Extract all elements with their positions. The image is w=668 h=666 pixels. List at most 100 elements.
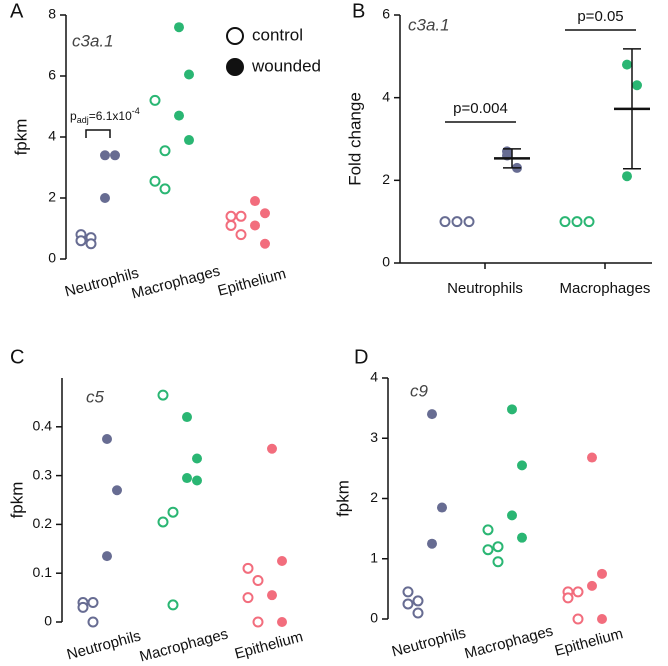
legend-label: wounded <box>251 56 321 75</box>
open-dot <box>482 544 494 556</box>
panel-label: A <box>10 0 24 22</box>
filled-dot <box>100 193 110 203</box>
open-dot <box>572 586 584 598</box>
open-dot <box>439 216 451 228</box>
bracket <box>85 129 111 138</box>
open-dot <box>85 238 97 250</box>
y-tick-label: 2 <box>370 489 378 505</box>
panel-label: D <box>354 346 368 368</box>
y-tick-label: 0 <box>382 254 390 270</box>
y-tick-label: 0.1 <box>33 564 53 580</box>
filled-dot <box>260 238 270 249</box>
open-dot <box>412 607 424 619</box>
filled-dot <box>437 502 447 513</box>
x-tick-label: Macrophages <box>138 626 230 666</box>
open-dot <box>402 598 414 610</box>
y-tick-label: 4 <box>48 128 56 144</box>
y-tick-label: 2 <box>382 171 390 187</box>
filled-dot <box>174 110 184 121</box>
filled-dot <box>267 590 277 601</box>
y-axis-label: fpkm <box>7 482 26 519</box>
filled-dot <box>267 443 277 454</box>
open-dot <box>242 562 254 574</box>
filled-dot <box>507 404 517 415</box>
open-dot <box>235 229 247 241</box>
y-tick-label: 0.3 <box>33 466 53 482</box>
x-tick-label: Neutrophils <box>390 624 468 660</box>
filled-dot <box>622 59 632 70</box>
filled-dot <box>250 220 260 231</box>
filled-dot <box>184 135 194 146</box>
y-tick-label: 0 <box>48 250 56 266</box>
panel-label: B <box>352 0 365 22</box>
y-tick-label: 8 <box>48 6 56 22</box>
y-tick-label: 4 <box>382 88 390 104</box>
open-dot <box>583 216 595 228</box>
open-dot <box>571 216 583 228</box>
filled-dot <box>517 460 527 471</box>
open-dot <box>492 556 504 568</box>
filled-dot <box>622 171 632 182</box>
y-tick-label: 2 <box>48 189 56 205</box>
y-axis-label: Fold change <box>345 92 364 186</box>
legend-marker <box>226 27 244 45</box>
annotation-text: p <box>70 109 77 123</box>
filled-dot <box>102 551 112 562</box>
open-dot <box>252 616 264 628</box>
annotation-text: =6.1x10 <box>89 109 132 123</box>
x-tick-label: Epithelium <box>553 625 625 660</box>
y-axis-label: fpkm <box>11 119 30 156</box>
filled-dot <box>502 146 512 157</box>
open-dot <box>482 524 494 536</box>
open-dot <box>572 613 584 625</box>
y-tick-label: 0.4 <box>33 418 53 434</box>
filled-dot <box>427 409 437 420</box>
x-tick-label: Macrophages <box>560 280 651 297</box>
open-dot <box>149 175 161 187</box>
open-dot <box>242 592 254 604</box>
y-tick-label: 6 <box>48 67 56 83</box>
filled-dot <box>260 208 270 219</box>
open-dot <box>149 94 161 106</box>
filled-dot <box>110 150 120 161</box>
filled-dot <box>182 412 192 423</box>
open-dot <box>492 541 504 553</box>
y-tick-label: 4 <box>370 369 378 385</box>
open-dot <box>159 183 171 195</box>
filled-dot <box>250 196 260 207</box>
legend-marker <box>226 58 244 76</box>
annotation: p=0.05 <box>577 8 623 25</box>
filled-dot <box>174 22 184 33</box>
x-tick-label: Neutrophils <box>447 280 523 297</box>
open-dot <box>562 592 574 604</box>
annotation-subscript: adj <box>77 115 89 125</box>
open-dot <box>412 595 424 607</box>
x-tick-label: Macrophages <box>130 263 222 303</box>
filled-dot <box>517 532 527 543</box>
legend-label: control <box>252 25 303 44</box>
filled-dot <box>192 453 202 464</box>
x-tick-label: Epithelium <box>216 265 288 300</box>
open-dot <box>159 145 171 157</box>
x-tick-label: Epithelium <box>233 628 305 663</box>
y-tick-label: 0 <box>370 610 378 626</box>
open-dot <box>77 601 89 613</box>
open-dot <box>252 575 264 587</box>
open-dot <box>225 210 237 222</box>
annotation: padj=6.1x10-4 <box>70 106 140 125</box>
y-tick-label: 3 <box>370 429 378 445</box>
y-tick-label: 0 <box>44 613 52 629</box>
y-axis-label: fpkm <box>333 480 352 517</box>
filled-dot <box>507 510 517 521</box>
open-dot <box>167 599 179 611</box>
open-dot <box>157 516 169 528</box>
filled-dot <box>182 473 192 484</box>
filled-dot <box>587 580 597 591</box>
filled-dot <box>427 538 437 549</box>
filled-dot <box>277 617 287 627</box>
x-tick-label: Neutrophils <box>63 264 141 300</box>
filled-dot <box>597 568 607 579</box>
open-dot <box>167 506 179 518</box>
filled-dot <box>112 485 122 496</box>
open-dot <box>402 586 414 598</box>
